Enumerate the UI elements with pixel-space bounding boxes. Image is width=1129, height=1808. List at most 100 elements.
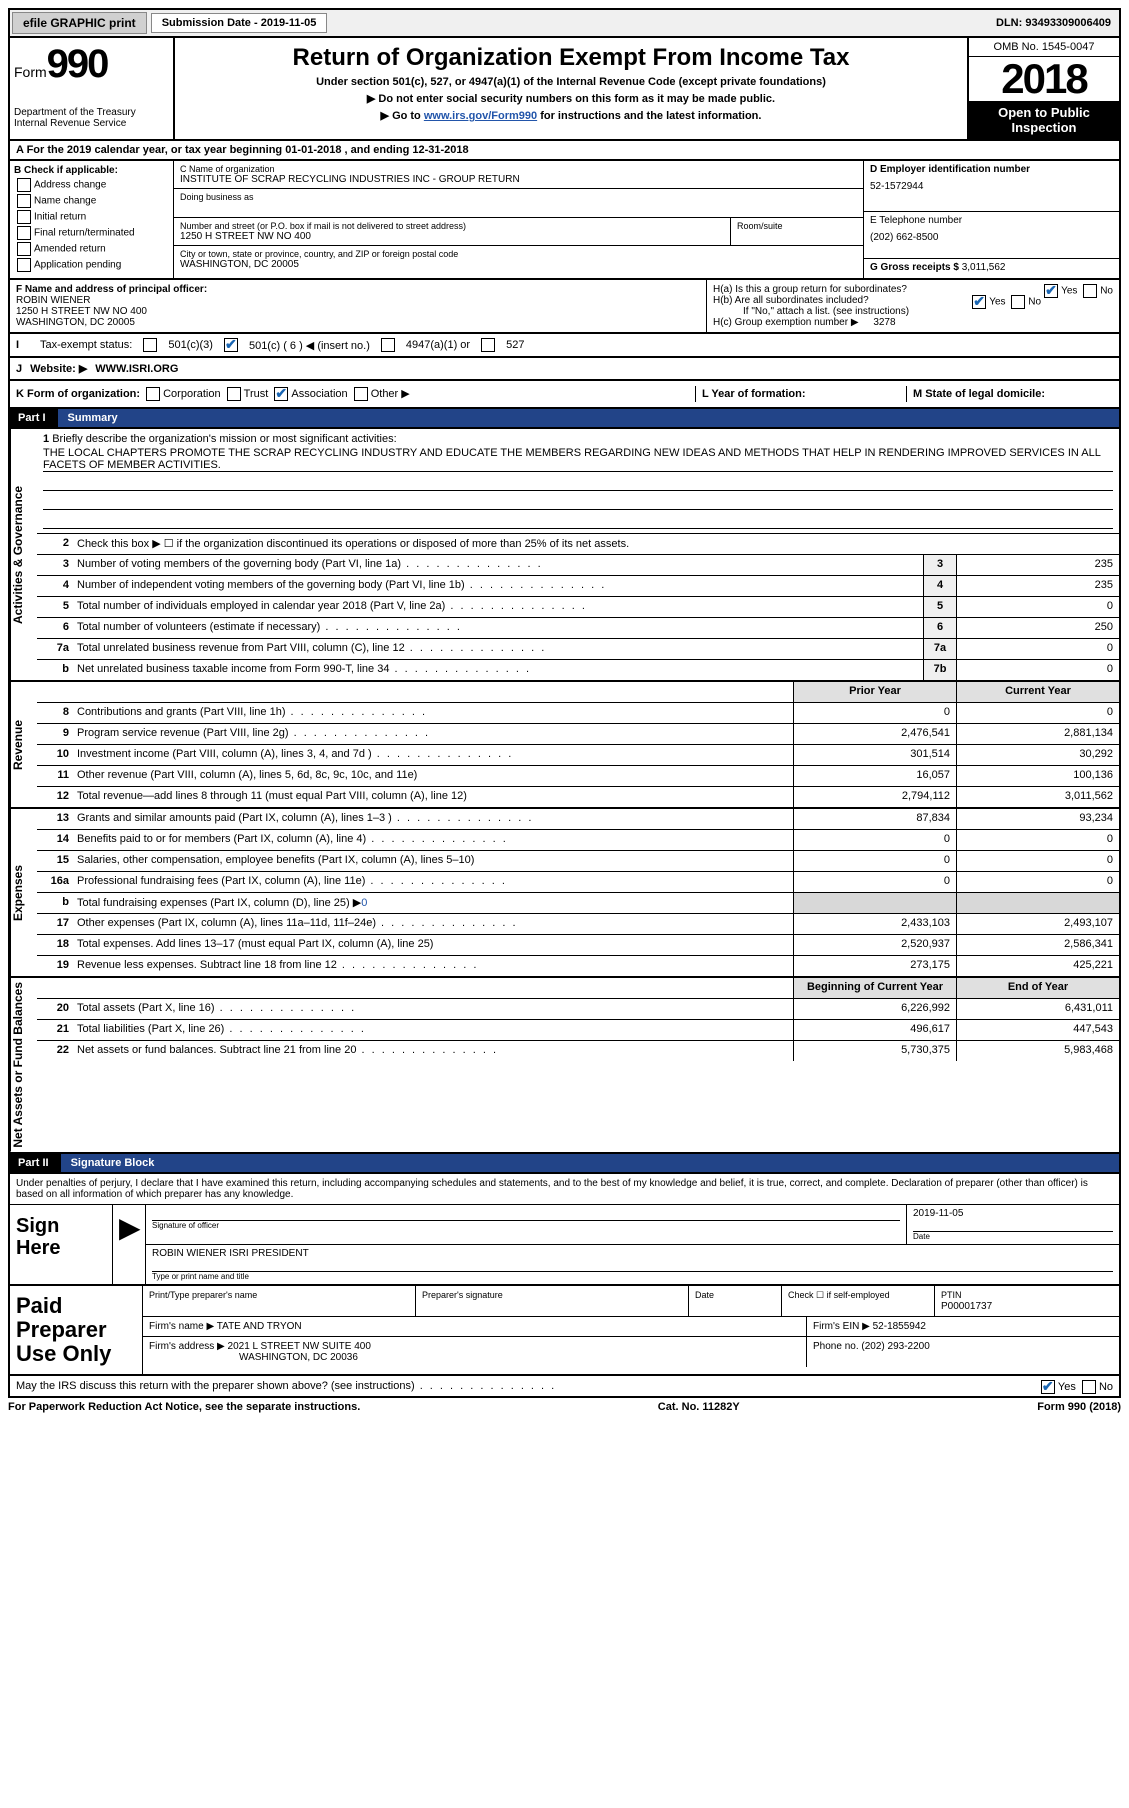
end-year-hdr: End of Year [956, 978, 1119, 998]
l9-curr: 2,881,134 [956, 724, 1119, 744]
discuss-no-label: No [1099, 1381, 1113, 1393]
self-emp-label: Check ☐ if self-employed [788, 1290, 890, 1300]
check-assoc[interactable] [274, 387, 288, 401]
l19-desc: Revenue less expenses. Subtract line 18 … [73, 956, 793, 976]
check-application-pending[interactable]: Application pending [14, 258, 169, 272]
check-501c[interactable] [224, 338, 238, 352]
header-left: Form990 Department of the Treasury Inter… [10, 38, 175, 139]
firm-phone-value: (202) 293-2200 [861, 1341, 929, 1352]
gross-receipts-cell: G Gross receipts $ 3,011,562 [864, 259, 1119, 276]
line-18: 18Total expenses. Add lines 13–17 (must … [37, 935, 1119, 956]
l20-desc: Total assets (Part X, line 16) [73, 999, 793, 1019]
hb-yes-check[interactable] [972, 295, 986, 309]
city-value: WASHINGTON, DC 20005 [180, 259, 857, 270]
state-domicile: M State of legal domicile: [906, 386, 1119, 402]
self-employed-cell[interactable]: Check ☐ if self-employed [782, 1286, 935, 1316]
form-label: Form [14, 64, 47, 80]
phone-value: (202) 662-8500 [870, 232, 1113, 243]
yes-label-2: Yes [989, 297, 1005, 308]
l-label: L Year of formation: [702, 388, 806, 400]
ha-yes-check[interactable] [1044, 284, 1058, 298]
sig-date-value: 2019-11-05 [913, 1208, 963, 1219]
l12-desc: Total revenue—add lines 8 through 11 (mu… [73, 787, 793, 807]
hc-label: H(c) Group exemption number ▶ [713, 317, 859, 328]
l11-prior: 16,057 [793, 766, 956, 786]
l15-desc: Salaries, other compensation, employee b… [73, 851, 793, 871]
l18-desc: Total expenses. Add lines 13–17 (must eq… [73, 935, 793, 955]
l8-prior: 0 [793, 703, 956, 723]
part-1-no: Part I [18, 412, 46, 424]
check-final-return[interactable]: Final return/terminated [14, 226, 169, 240]
check-amended[interactable]: Amended return [14, 242, 169, 256]
form-990: 990 [47, 42, 108, 86]
net-assets-section: Net Assets or Fund Balances Beginning of… [8, 978, 1121, 1154]
section-b-c-d: B Check if applicable: Address change Na… [8, 161, 1121, 280]
check-501c3[interactable] [143, 338, 157, 352]
hb-note: If "No," attach a list. (see instruction… [713, 306, 1113, 317]
l16b-shade2 [956, 893, 1119, 913]
sig-date-label: Date [913, 1231, 1113, 1241]
line-11: 11Other revenue (Part VIII, column (A), … [37, 766, 1119, 787]
check-corp[interactable] [146, 387, 160, 401]
l16a-desc: Professional fundraising fees (Part IX, … [73, 872, 793, 892]
firm-addr-cell: Firm's address ▶ 2021 L STREET NW SUITE … [143, 1337, 807, 1367]
hb-no-check[interactable] [1011, 295, 1025, 309]
col-d-e-g: D Employer identification number 52-1572… [863, 161, 1119, 278]
check-other[interactable] [354, 387, 368, 401]
l19-prior: 273,175 [793, 956, 956, 976]
check-initial-return[interactable]: Initial return [14, 210, 169, 224]
gross-label: G Gross receipts $ [870, 262, 959, 273]
l6-desc: Total number of volunteers (estimate if … [73, 618, 923, 638]
name-title-value: ROBIN WIENER ISRI PRESIDENT [152, 1248, 309, 1259]
prep-row-1: Print/Type preparer's name Preparer's si… [143, 1286, 1119, 1317]
form-footer: Form 990 (2018) [1037, 1401, 1121, 1413]
current-year-hdr: Current Year [956, 682, 1119, 702]
part-2-header: Part II Signature Block [8, 1154, 1121, 1174]
firm-name-cell: Firm's name ▶ TATE AND TRYON [143, 1317, 807, 1336]
ein-value: 52-1572944 [870, 181, 1113, 192]
line-15: 15Salaries, other compensation, employee… [37, 851, 1119, 872]
paid-preparer-block: Paid Preparer Use Only Print/Type prepar… [8, 1286, 1121, 1376]
discuss-question: May the IRS discuss this return with the… [16, 1380, 556, 1392]
check-trust[interactable] [227, 387, 241, 401]
part-1-title: Summary [58, 409, 1119, 427]
line-8: 8Contributions and grants (Part VIII, li… [37, 703, 1119, 724]
l4-desc: Number of independent voting members of … [73, 576, 923, 596]
efile-print-button[interactable]: efile GRAPHIC print [12, 12, 147, 34]
irs-link[interactable]: www.irs.gov/Form990 [424, 110, 537, 122]
preparer-sig-cell[interactable]: Preparer's signature [416, 1286, 689, 1316]
discuss-no-check[interactable] [1082, 1380, 1096, 1394]
line-5: 5Total number of individuals employed in… [37, 597, 1119, 618]
l17-desc: Other expenses (Part IX, column (A), lin… [73, 914, 793, 934]
pra-notice: For Paperwork Reduction Act Notice, see … [8, 1401, 360, 1413]
tax-year: 2018 [969, 57, 1119, 101]
form-subtitle-3: Go to www.irs.gov/Form990 for instructio… [181, 109, 961, 122]
officer-signature-field[interactable]: Signature of officer [146, 1205, 907, 1244]
line-16a: 16aProfessional fundraising fees (Part I… [37, 872, 1119, 893]
ptin-label: PTIN [941, 1290, 962, 1300]
check-4947[interactable] [381, 338, 395, 352]
arrow-icon: ▶ [113, 1205, 146, 1284]
l16b-val-link[interactable]: 0 [361, 897, 367, 909]
discuss-row: May the IRS discuss this return with the… [8, 1376, 1121, 1398]
ha-no-check[interactable] [1083, 284, 1097, 298]
klm-row: K Form of organization: Corporation Trus… [8, 381, 1121, 409]
signature-block: Under penalties of perjury, I declare th… [8, 1174, 1121, 1286]
check-name-change[interactable]: Name change [14, 194, 169, 208]
check-527[interactable] [481, 338, 495, 352]
l5-val: 0 [956, 597, 1119, 617]
firm-addr1: 2021 L STREET NW SUITE 400 [228, 1341, 371, 1352]
form-subtitle-1: Under section 501(c), 527, or 4947(a)(1)… [181, 76, 961, 88]
form-header: Form990 Department of the Treasury Inter… [8, 38, 1121, 141]
officer-name: ROBIN WIENER [16, 295, 700, 306]
website-label: Website: ▶ [30, 362, 87, 375]
line-7b: bNet unrelated business taxable income f… [37, 660, 1119, 680]
discuss-yes-check[interactable] [1041, 1380, 1055, 1394]
side-label-rev: Revenue [10, 682, 37, 807]
501c3-label: 501(c)(3) [168, 339, 213, 351]
officer-addr2: WASHINGTON, DC 20005 [16, 317, 700, 328]
check-address-change[interactable]: Address change [14, 178, 169, 192]
website-value: WWW.ISRI.ORG [95, 363, 178, 375]
l10-curr: 30,292 [956, 745, 1119, 765]
top-bar: efile GRAPHIC print Submission Date - 20… [8, 8, 1121, 38]
